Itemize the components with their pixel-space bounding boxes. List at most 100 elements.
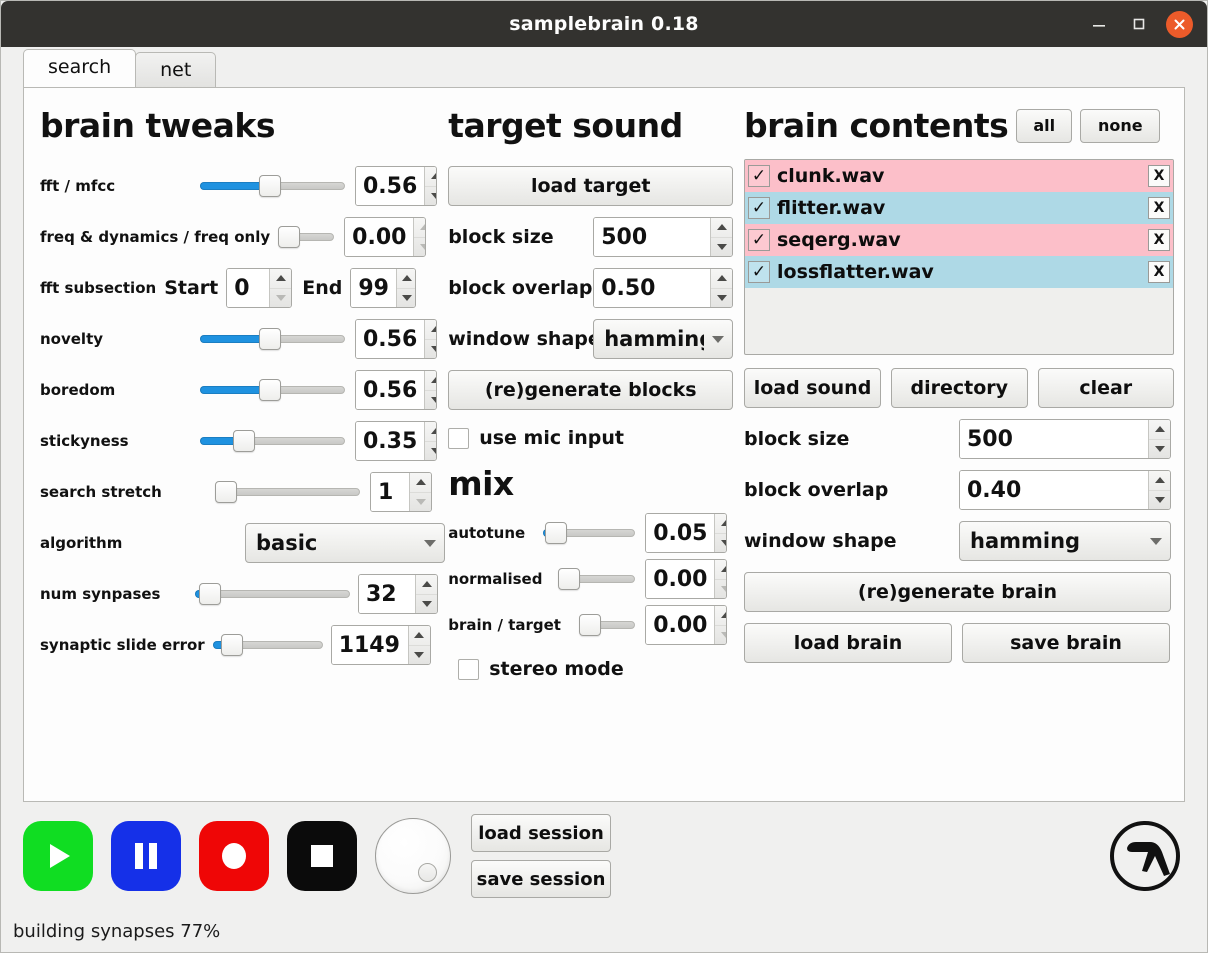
spinbox-brain-block-size[interactable]: 500 — [959, 419, 1171, 459]
spinbox-up[interactable] — [425, 167, 436, 186]
spinbox-down[interactable] — [1149, 489, 1170, 510]
remove-icon[interactable]: X — [1148, 229, 1170, 251]
spinbox-brain-target[interactable]: 0.00 — [645, 605, 728, 645]
spinbox-down[interactable] — [715, 532, 727, 553]
item-checkbox[interactable]: ✓ — [748, 261, 770, 283]
list-item[interactable]: ✓ clunk.wav X — [745, 160, 1173, 192]
spinbox-normalised[interactable]: 0.00 — [645, 559, 728, 599]
spinbox-down[interactable] — [1149, 438, 1170, 459]
spinbox-fft-end[interactable]: 99 — [350, 268, 417, 308]
spinbox-fft-start[interactable]: 0 — [226, 268, 293, 308]
spinbox-up[interactable] — [416, 575, 437, 594]
slider-novelty[interactable] — [200, 326, 345, 352]
spinbox-arrows[interactable] — [424, 422, 436, 460]
spinbox-up[interactable] — [715, 560, 727, 579]
spinbox-stickyness[interactable]: 0.35 — [355, 421, 437, 461]
slider-brain-target[interactable] — [579, 612, 636, 638]
slider-handle[interactable] — [215, 481, 237, 503]
spinbox-arrows[interactable] — [714, 560, 727, 598]
spinbox-arrows[interactable] — [269, 269, 292, 308]
spinbox-freq-dynamics[interactable]: 0.00 — [344, 217, 427, 257]
dropdown-target-window-shape[interactable]: hamming — [593, 319, 734, 359]
regenerate-brain-button[interactable]: (re)generate brain — [744, 572, 1171, 612]
play-button[interactable] — [23, 821, 93, 891]
spinbox-down[interactable] — [416, 593, 437, 614]
spinbox-up[interactable] — [397, 269, 415, 288]
spinbox-arrows[interactable] — [413, 218, 426, 256]
tab-search[interactable]: search — [23, 49, 137, 87]
slider-synaptic-slide-error[interactable] — [212, 632, 323, 658]
slider-handle[interactable] — [258, 175, 281, 197]
spinbox-arrows[interactable] — [424, 320, 436, 358]
tab-net[interactable]: net — [135, 52, 217, 88]
slider-stickyness[interactable] — [200, 428, 345, 454]
close-icon[interactable] — [1166, 10, 1193, 38]
spinbox-down[interactable] — [711, 287, 733, 308]
spinbox-down[interactable] — [414, 236, 426, 257]
spinbox-up[interactable] — [1149, 420, 1170, 439]
directory-button[interactable]: directory — [891, 368, 1028, 408]
slider-boredom[interactable] — [200, 377, 345, 403]
spinbox-arrows[interactable] — [714, 606, 727, 644]
slider-handle[interactable] — [558, 568, 581, 590]
spinbox-target-block-size[interactable]: 500 — [593, 217, 734, 257]
spinbox-down[interactable] — [425, 185, 436, 206]
spinbox-search-stretch[interactable]: 1 — [370, 472, 432, 512]
select-all-button[interactable]: all — [1016, 108, 1073, 143]
spinbox-up[interactable] — [715, 606, 727, 625]
maximize-icon[interactable] — [1126, 11, 1152, 37]
spinbox-num-synpases[interactable]: 32 — [358, 574, 438, 614]
slider-handle[interactable] — [232, 430, 255, 452]
load-session-button[interactable]: load session — [471, 814, 611, 852]
spinbox-up[interactable] — [425, 371, 436, 390]
slider-handle[interactable] — [220, 634, 243, 656]
slider-normalised[interactable] — [558, 566, 636, 592]
spinbox-synaptic-slide-error[interactable]: 1149 — [330, 625, 431, 665]
pause-button[interactable] — [111, 821, 181, 891]
spinbox-up[interactable] — [410, 473, 431, 492]
volume-knob[interactable] — [375, 818, 451, 894]
save-session-button[interactable]: save session — [471, 860, 611, 898]
slider-handle[interactable] — [278, 226, 301, 248]
stereo-mode-checkbox[interactable] — [458, 658, 480, 680]
spinbox-target-block-overlap[interactable]: 0.50 — [593, 268, 734, 308]
regenerate-blocks-button[interactable]: (re)generate blocks — [448, 370, 734, 410]
spinbox-down[interactable] — [715, 624, 727, 645]
remove-icon[interactable]: X — [1148, 261, 1170, 283]
dropdown-algorithm[interactable]: basic — [245, 523, 445, 563]
spinbox-up[interactable] — [414, 218, 426, 237]
spinbox-down[interactable] — [270, 287, 292, 308]
use-mic-input-checkbox[interactable] — [448, 427, 470, 449]
spinbox-down[interactable] — [425, 389, 436, 410]
clear-button[interactable]: clear — [1037, 368, 1174, 408]
select-none-button[interactable]: none — [1080, 108, 1161, 143]
slider-handle[interactable] — [199, 583, 221, 605]
spinbox-up[interactable] — [425, 320, 436, 339]
spinbox-down[interactable] — [408, 644, 430, 665]
spinbox-arrows[interactable] — [424, 167, 436, 206]
list-item[interactable]: ✓ seqerg.wav X — [745, 224, 1173, 256]
stop-button[interactable] — [287, 821, 357, 891]
spinbox-arrows[interactable] — [710, 218, 733, 256]
brain-contents-list[interactable]: ✓ clunk.wav X ✓ flitter.wav X ✓ seqerg.w… — [744, 159, 1174, 355]
slider-handle[interactable] — [258, 379, 281, 401]
slider-num-synpases[interactable] — [195, 581, 350, 607]
spinbox-arrows[interactable] — [407, 626, 430, 665]
load-sound-button[interactable]: load sound — [744, 368, 881, 408]
spinbox-up[interactable] — [715, 514, 727, 533]
slider-fft-mfcc[interactable] — [200, 173, 345, 199]
minimize-icon[interactable] — [1086, 11, 1112, 37]
spinbox-arrows[interactable] — [710, 269, 733, 308]
spinbox-novelty[interactable]: 0.56 — [355, 319, 437, 359]
spinbox-boredom[interactable]: 0.56 — [355, 370, 437, 410]
load-brain-button[interactable]: load brain — [744, 623, 952, 663]
spinbox-fft-mfcc[interactable]: 0.56 — [355, 166, 437, 206]
spinbox-autotune[interactable]: 0.05 — [645, 513, 728, 553]
item-checkbox[interactable]: ✓ — [748, 197, 770, 219]
remove-icon[interactable]: X — [1148, 165, 1170, 187]
item-checkbox[interactable]: ✓ — [748, 229, 770, 251]
slider-handle[interactable] — [258, 328, 281, 350]
spinbox-down[interactable] — [410, 491, 431, 512]
spinbox-down[interactable] — [396, 287, 416, 308]
load-target-button[interactable]: load target — [448, 166, 734, 206]
